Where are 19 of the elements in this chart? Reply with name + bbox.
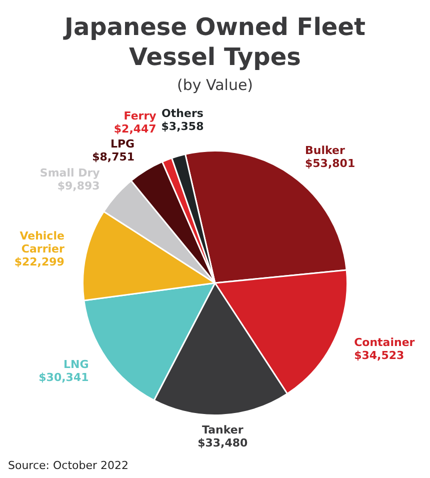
slice-label: Ferry bbox=[124, 109, 156, 122]
slice-label: Bulker bbox=[304, 144, 346, 158]
data-label: $8,751 bbox=[92, 150, 135, 164]
slice-label: Others bbox=[162, 106, 204, 120]
slice-label: Vehicle Carrier bbox=[20, 229, 66, 256]
data-label: $22,299 bbox=[14, 255, 64, 268]
data-label: $33,480 bbox=[198, 436, 248, 450]
data-label: $34,523 bbox=[354, 349, 404, 362]
data-label: $53,801 bbox=[304, 157, 356, 170]
slice-label: Container bbox=[354, 336, 416, 350]
data-label: $3,358 bbox=[161, 120, 204, 133]
chart-subtitle: (by Value) bbox=[176, 76, 254, 94]
slice-label: Tanker bbox=[202, 423, 244, 436]
slice-label: LPG bbox=[110, 138, 135, 151]
chart-title: Japanese Owned Fleet Vessel Types bbox=[62, 12, 366, 72]
data-label: $30,341 bbox=[38, 370, 89, 384]
data-label: $2,447 bbox=[114, 122, 156, 136]
source-note: Source: October 2022 bbox=[8, 459, 128, 472]
slice-label: LNG bbox=[64, 358, 89, 371]
